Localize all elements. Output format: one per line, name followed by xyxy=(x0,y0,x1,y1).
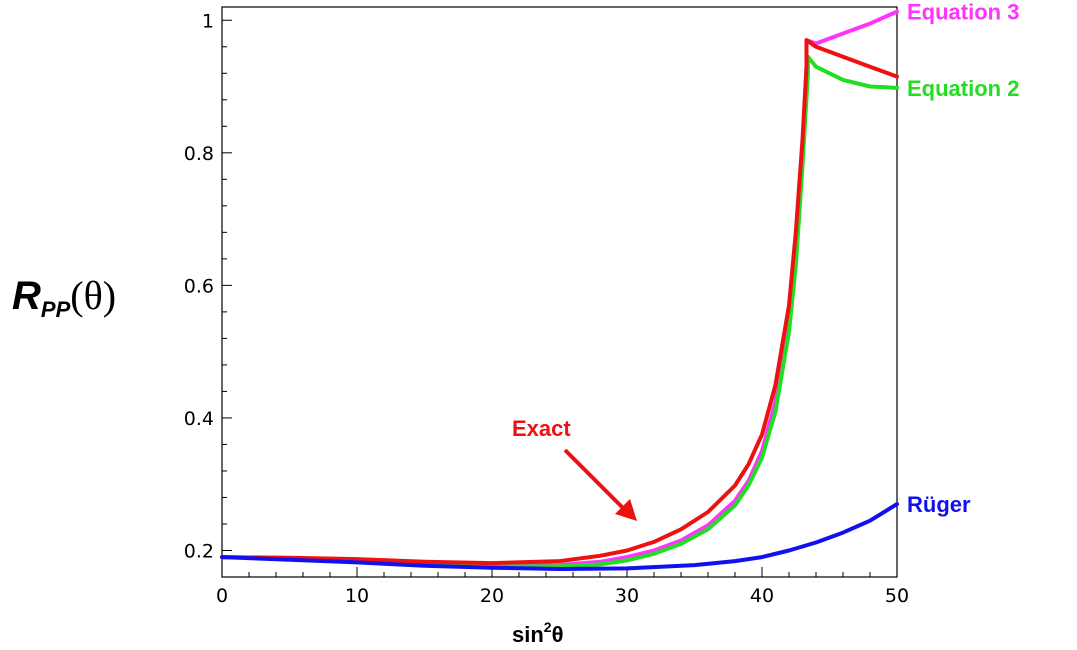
x-tick-label: 50 xyxy=(885,585,909,607)
y-axis-label-sub: PP xyxy=(40,297,71,322)
series-label-equation-2: Equation 2 xyxy=(907,76,1019,101)
annotation-exact-arrow-head xyxy=(615,499,637,521)
x-axis-label-var: θ xyxy=(551,622,564,647)
y-axis-ticks: 0.2 0.4 0.6 0.8 1 xyxy=(184,10,232,562)
y-tick-label: 1 xyxy=(202,10,214,32)
x-tick-label: 10 xyxy=(345,585,369,607)
y-tick-label: 0.2 xyxy=(184,540,214,562)
series-labels: Equation 3 Equation 2 Rüger xyxy=(907,0,1019,517)
series-lines xyxy=(220,9,899,571)
series-line-equation-3 xyxy=(220,9,899,568)
series-label-equation-3: Equation 3 xyxy=(907,0,1019,25)
annotation-exact-arrow-shaft xyxy=(563,448,627,512)
plot-frame xyxy=(221,6,898,578)
x-axis-ticks: 0 10 20 30 40 50 xyxy=(216,567,909,607)
x-tick-label: 20 xyxy=(480,585,504,607)
y-axis-label-arg: (θ) xyxy=(70,273,117,318)
x-tick-label: 40 xyxy=(750,585,774,607)
x-axis-label-base: sin xyxy=(512,622,544,647)
x-axis-label-sup: 2 xyxy=(543,619,552,635)
annotation-exact-label: Exact xyxy=(512,416,571,441)
y-axis-label-main: R xyxy=(12,274,41,318)
annotations: Exact xyxy=(512,416,637,521)
y-tick-label: 0.6 xyxy=(184,275,214,297)
x-tick-label: 0 xyxy=(216,585,228,607)
series-label-r-ger: Rüger xyxy=(907,492,971,517)
series-line-equation-2 xyxy=(220,54,899,569)
y-tick-label: 0.8 xyxy=(184,143,214,165)
y-axis-label: RPP(θ) xyxy=(12,272,117,322)
series-line-exact xyxy=(220,38,899,566)
x-axis-label: sin2θ xyxy=(512,619,564,648)
series-line-r-ger xyxy=(220,502,899,571)
y-tick-label: 0.4 xyxy=(184,408,214,430)
x-tick-label: 30 xyxy=(615,585,639,607)
